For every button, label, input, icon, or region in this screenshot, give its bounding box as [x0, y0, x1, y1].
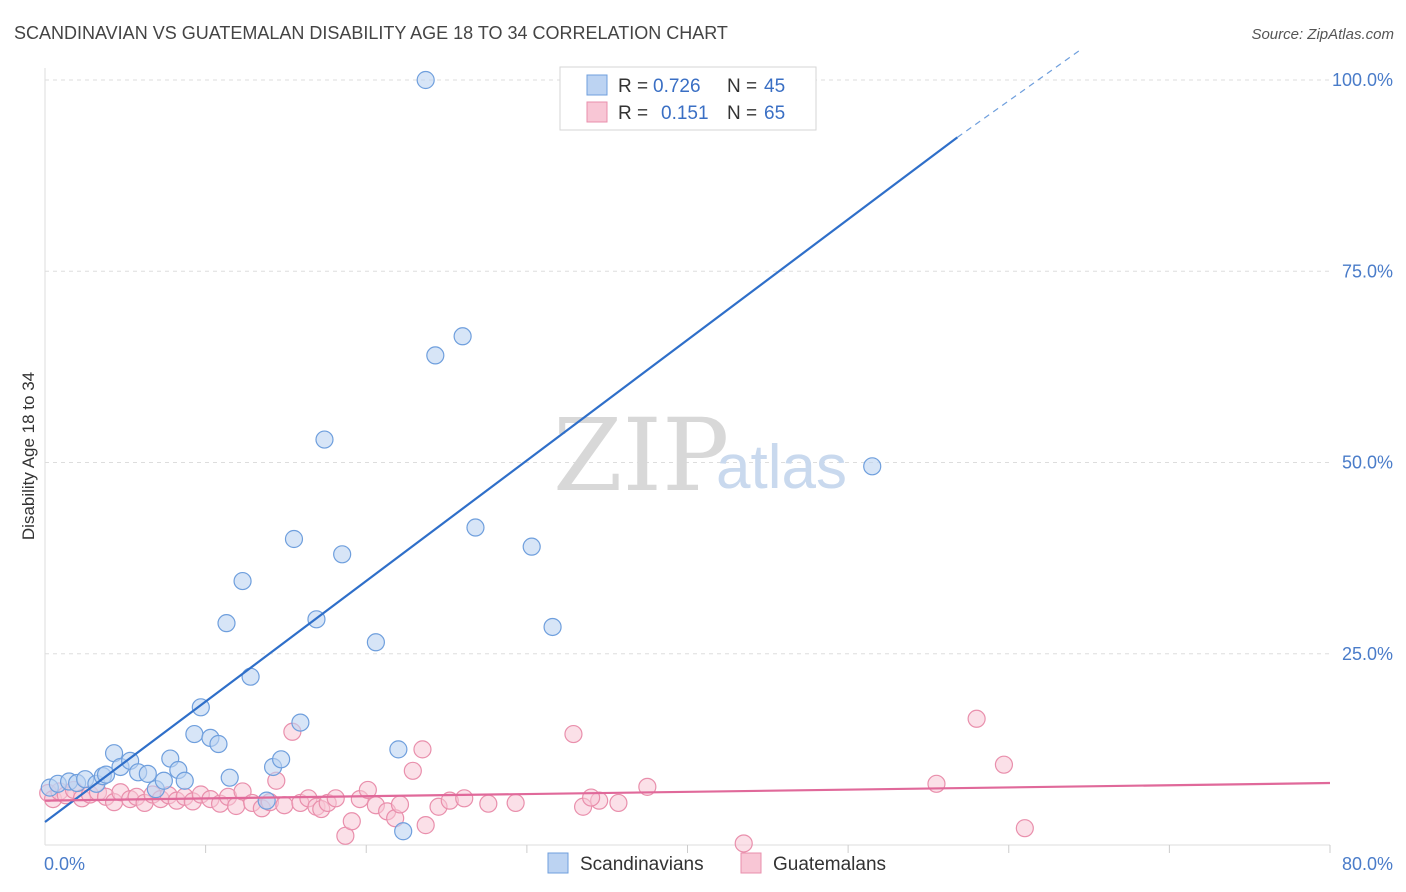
trend-lines — [44, 48, 1331, 823]
guatemalans-point — [403, 761, 422, 780]
stats-n-value-1: 45 — [764, 76, 785, 97]
scandinavians-point — [185, 724, 204, 744]
scandinavians-trend-line — [44, 136, 959, 823]
scandinavians-point — [416, 70, 435, 90]
y-tick-label: 50.0% — [1342, 453, 1393, 473]
scandinavians-point — [175, 771, 194, 790]
scandinavians-point — [466, 518, 485, 537]
scandinavians-point — [241, 667, 260, 686]
guatemalans-point — [390, 795, 410, 814]
series-legend: Scandinavians Guatemalans — [547, 852, 886, 875]
watermark-atlas: atlas — [716, 433, 847, 502]
scandinavians-point — [453, 327, 472, 346]
guatemalans-point — [1015, 819, 1034, 838]
y-tick-label: 25.0% — [1342, 644, 1393, 664]
guatemalans-point — [342, 812, 361, 831]
scandinavians-point — [154, 771, 173, 790]
guatemalans-point — [413, 740, 432, 759]
scandinavians-point — [366, 633, 385, 652]
scandinavians-point — [394, 822, 413, 841]
stats-legend-swatch-blue — [586, 74, 608, 96]
y-axis-label: Disability Age 18 to 34 — [19, 372, 38, 540]
guatemalans-point — [638, 777, 657, 796]
guatemalans-point — [967, 709, 986, 728]
scandinavians-point — [543, 617, 562, 637]
scandinavians-point — [257, 791, 276, 810]
scandinavians-point — [217, 614, 236, 633]
x-tick-label: 80.0% — [1342, 854, 1393, 874]
y-axis-ticks: 25.0% 50.0% 75.0% 100.0% — [1332, 70, 1393, 664]
guatemalans-point — [994, 755, 1014, 774]
guatemalans-point — [416, 816, 435, 835]
stats-r-value-1: 0.726 — [653, 76, 701, 97]
guatemalans-point — [275, 796, 294, 815]
source-label: Source: ZipAtlas.com — [1251, 26, 1394, 43]
guatemalans-point — [479, 794, 498, 813]
scandinavians-point — [863, 457, 882, 476]
scandinavians-point — [315, 430, 334, 449]
x-tick-label: 0.0% — [44, 854, 85, 874]
scandinavians-point — [522, 537, 541, 556]
guatemalans-point — [506, 793, 525, 813]
scandinavians-point — [233, 571, 252, 591]
scandinavians-point — [138, 764, 157, 783]
stats-r-value-2: 0.151 — [661, 103, 709, 124]
x-axis-ticks: 0.0% 80.0% — [44, 854, 1393, 874]
scandinavians-point — [426, 346, 445, 365]
stats-n-label-2: N = — [727, 103, 757, 124]
guatemalans-point — [609, 793, 628, 813]
stats-n-label-1: N = — [727, 76, 757, 97]
scandinavians-point — [333, 545, 352, 564]
stats-legend-swatch-pink — [586, 101, 608, 123]
stats-r-label-2: R = — [618, 103, 648, 124]
series-legend-swatch-guatemalans — [740, 852, 762, 874]
y-tick-label: 75.0% — [1342, 261, 1393, 281]
guatemalans-point — [326, 789, 345, 808]
guatemalans-trend-line — [44, 781, 1331, 802]
series-legend-swatch-scandinavians — [547, 852, 569, 874]
guatemalans-point — [455, 789, 474, 808]
series-legend-label-guatemalans: Guatemalans — [773, 854, 886, 875]
scandinavians-point — [220, 768, 239, 787]
stats-legend: R = 0.726 N = 45 R = 0.151 N = 65 — [559, 66, 817, 131]
scandinavians-point — [209, 734, 228, 754]
watermark: ZIP atlas — [553, 397, 847, 514]
scandinavians-point — [272, 750, 291, 769]
series-legend-label-scandinavians: Scandinavians — [580, 854, 704, 875]
guatemalans-point — [734, 834, 753, 853]
watermark-zip: ZIP — [553, 397, 729, 514]
guatemalans-point — [582, 788, 601, 807]
guatemalans-point — [927, 774, 946, 793]
guatemalans-point — [358, 780, 377, 800]
y-tick-label: 100.0% — [1332, 70, 1393, 90]
scandinavians-point — [291, 713, 310, 732]
scandinavians-trend-extension — [957, 48, 1082, 138]
stats-r-label-1: R = — [618, 76, 648, 97]
scandinavians-point — [389, 740, 408, 759]
chart-title: SCANDINAVIAN VS GUATEMALAN DISABILITY AG… — [14, 23, 728, 43]
stats-n-value-2: 65 — [764, 103, 785, 124]
guatemalans-point — [564, 724, 583, 744]
scandinavians-point — [284, 529, 304, 549]
